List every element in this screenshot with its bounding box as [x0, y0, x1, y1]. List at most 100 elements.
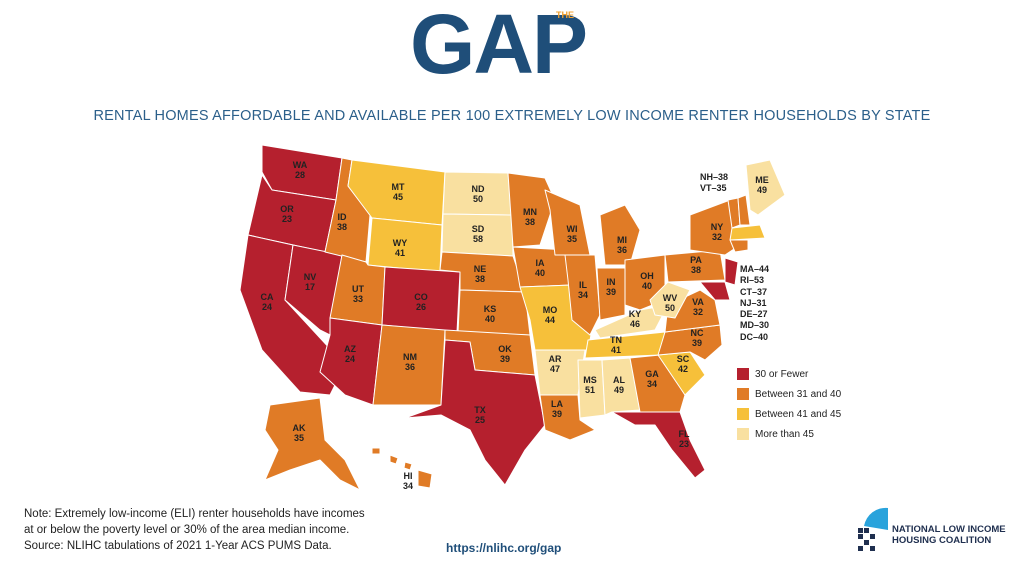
label-ak: AK	[293, 423, 306, 433]
label-co: CO	[414, 292, 428, 302]
small-state-ri: RI–53	[740, 275, 765, 286]
footnote: Note: Extremely low-income (ELI) renter …	[24, 506, 444, 554]
legend-label: 30 or Fewer	[755, 368, 809, 380]
label-wv: WV	[663, 293, 678, 303]
label-ks: KS	[484, 304, 497, 314]
value-nm: 36	[405, 362, 415, 372]
label-va: VA	[692, 297, 704, 307]
value-in: 39	[606, 287, 616, 297]
label-fl: FL	[679, 429, 690, 439]
state-al	[601, 357, 641, 416]
value-tx: 25	[475, 415, 485, 425]
value-ar: 47	[550, 364, 560, 374]
value-me: 49	[757, 185, 767, 195]
label-il: IL	[579, 280, 588, 290]
value-wy: 41	[395, 248, 405, 258]
org-name-line: NATIONAL LOW INCOME	[892, 524, 1006, 535]
value-wv: 50	[665, 303, 675, 313]
value-ne: 38	[475, 274, 485, 284]
state-md	[699, 281, 731, 301]
value-mn: 38	[525, 217, 535, 227]
legend-label: More than 45	[755, 428, 814, 440]
state-tn	[584, 331, 666, 359]
label-ar: AR	[549, 354, 562, 364]
note-line: at or below the poverty level or 30% of …	[24, 524, 350, 536]
label-mn: MN	[523, 207, 537, 217]
state-ak	[264, 397, 361, 491]
legend-item: More than 45	[737, 424, 841, 444]
label-ky: KY	[629, 309, 642, 319]
label-tn: TN	[610, 335, 622, 345]
small-state-ma: MA–44	[740, 264, 770, 274]
label-sd: SD	[472, 224, 485, 234]
value-ky: 46	[630, 319, 640, 329]
label-nc: NC	[691, 328, 704, 338]
small-state-dc: DC–40	[740, 331, 769, 342]
state-ga	[629, 354, 686, 413]
state-ny	[689, 199, 741, 256]
small-state-nh: NH–38	[700, 172, 729, 182]
label-ca: CA	[261, 292, 274, 302]
label-ny: NY	[711, 222, 724, 232]
map-title: RENTAL HOMES AFFORDABLE AND AVAILABLE PE…	[93, 108, 931, 124]
value-ok: 39	[500, 354, 510, 364]
legend-swatch	[737, 388, 749, 400]
legend-swatch	[737, 408, 749, 420]
legend-swatch	[737, 428, 749, 440]
label-mo: MO	[543, 305, 558, 315]
value-la: 39	[552, 409, 562, 419]
value-mo: 44	[545, 315, 555, 325]
value-nc: 39	[692, 338, 702, 348]
value-ca: 24	[262, 302, 272, 312]
value-ia: 40	[535, 268, 545, 278]
value-nd: 50	[473, 194, 483, 204]
label-nv: NV	[304, 272, 317, 282]
label-mt: MT	[392, 182, 405, 192]
value-mi: 36	[617, 245, 627, 255]
label-tx: TX	[474, 405, 486, 415]
label-wy: WY	[393, 238, 408, 248]
value-mt: 45	[393, 192, 403, 202]
value-or: 23	[282, 214, 292, 224]
label-ms: MS	[583, 375, 597, 385]
label-la: LA	[551, 399, 563, 409]
east-small-states: MA–44 RI–53 CT–37 NJ–31 DE–27 MD–30 DC–4…	[740, 264, 769, 343]
value-sc: 42	[678, 364, 688, 374]
state-il	[564, 254, 601, 336]
label-me: ME	[755, 175, 769, 185]
label-or: OR	[280, 204, 294, 214]
label-oh: OH	[640, 271, 654, 281]
label-az: AZ	[344, 344, 356, 354]
note-line: Source: NLIHC tabulations of 2021 1-Year…	[24, 540, 332, 552]
small-state-md: MD–30	[740, 320, 770, 331]
label-id: ID	[338, 212, 348, 222]
state-wv	[649, 281, 691, 319]
value-wi: 35	[567, 234, 577, 244]
state-ma	[729, 224, 766, 241]
label-ut: UT	[352, 284, 364, 294]
value-ms: 51	[585, 385, 595, 395]
source-link[interactable]: https://nlihc.org/gap	[446, 541, 562, 555]
legend-item: Between 31 and 40	[737, 384, 841, 404]
small-state-de: DE–27	[740, 309, 768, 320]
state-tx	[404, 339, 546, 486]
ne-small-states: NH–38 VT–35	[700, 172, 728, 194]
org-name: NATIONAL LOW INCOME HOUSING COALITION	[892, 524, 1006, 546]
legend-label: Between 31 and 40	[755, 388, 842, 400]
value-il: 34	[578, 290, 588, 300]
label-sc: SC	[677, 354, 690, 364]
legend-item: Between 41 and 45	[737, 404, 841, 424]
state-nh	[737, 194, 751, 226]
small-state-vt: VT–35	[700, 183, 727, 193]
label-pa: PA	[690, 255, 702, 265]
value-ks: 40	[485, 314, 495, 324]
value-tn: 41	[611, 345, 621, 355]
state-la	[539, 394, 596, 441]
label-nm: NM	[403, 352, 417, 362]
value-id: 38	[337, 222, 347, 232]
value-hi: 34	[403, 481, 413, 491]
state-in	[596, 267, 626, 321]
small-state-ct: CT–37	[740, 286, 768, 297]
label-wa: WA	[293, 160, 308, 170]
